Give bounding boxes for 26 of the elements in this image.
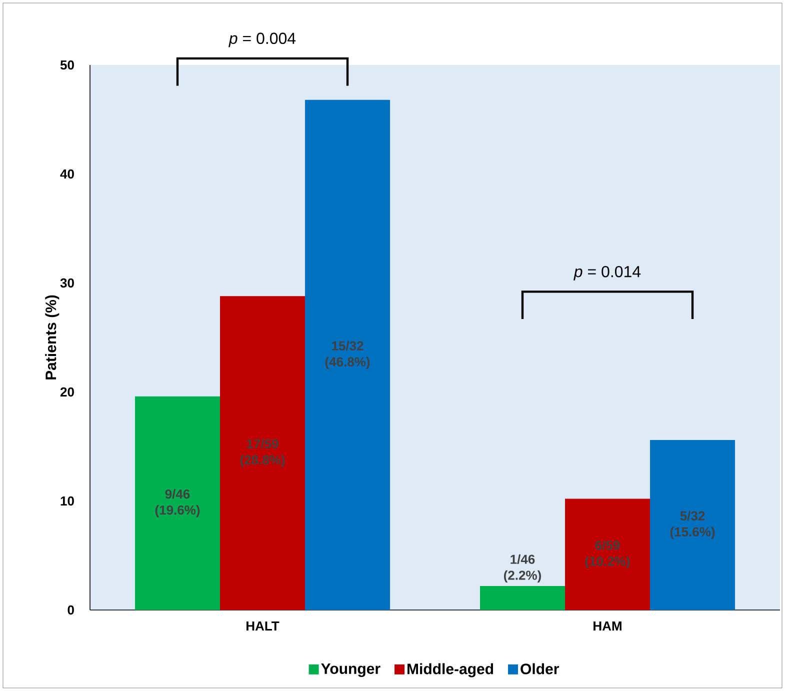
x-tick-label: HAM (594, 622, 622, 630)
data-label: 15/32 (46.8%) (325, 340, 370, 369)
text: p = 0.004 (228, 32, 296, 48)
y-tick-label: 50 (60, 60, 74, 70)
bar (134, 396, 220, 610)
x-tick-label: HALT (246, 622, 280, 630)
bar (305, 100, 390, 610)
y-tick-label: 20 (60, 387, 74, 397)
legend-label: Middle-aged (408, 663, 494, 678)
bar (480, 586, 565, 610)
bar (564, 498, 650, 610)
data-label: 5/32 (15.6%) (670, 510, 715, 540)
y-tick-label: 10 (60, 496, 74, 506)
y-axis-title: Patients (%) (45, 295, 60, 380)
y-tick-label: 30 (60, 278, 74, 288)
data-label: 17/59 (28.8%) (240, 438, 285, 468)
annotation: p = 0.014 (574, 266, 641, 280)
legend-label: Older (520, 663, 559, 674)
data-label: 1/46 (2.2%) (504, 554, 541, 582)
data-label: 9/46 (19.6%) (155, 489, 200, 518)
bar (220, 296, 306, 610)
y-tick-label: 0 (68, 605, 74, 615)
y-tick-label: 40 (60, 169, 74, 179)
bar (650, 440, 736, 610)
legend-label: Younger (321, 664, 380, 678)
data-label: 6/59 (10.2%) (585, 540, 630, 568)
